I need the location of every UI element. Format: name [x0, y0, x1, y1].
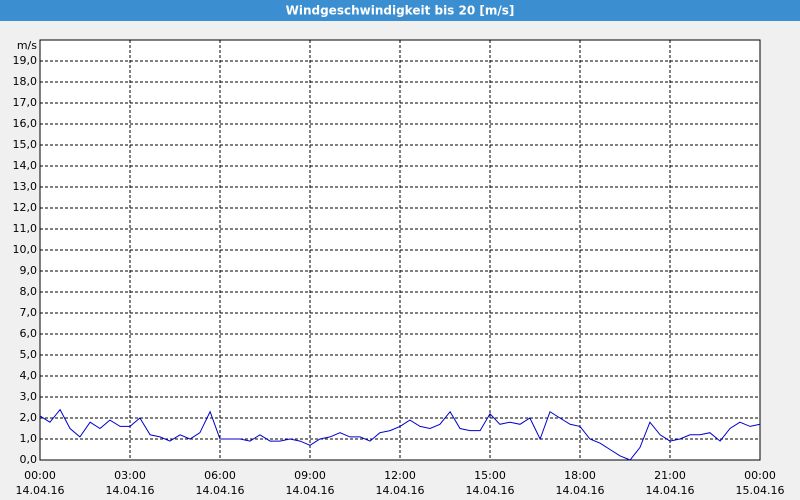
y-tick-label: 11,0: [13, 222, 38, 235]
y-tick-label: 14,0: [13, 159, 38, 172]
x-tick-label: 21:00: [654, 469, 686, 482]
y-unit: m/s: [17, 39, 37, 52]
x-tick-label: 12:00: [384, 469, 416, 482]
y-tick-label: 1,0: [20, 432, 38, 445]
y-tick-label: 5,0: [20, 348, 38, 361]
x-tick-label: 03:00: [114, 469, 146, 482]
x-tick-label: 15:00: [474, 469, 506, 482]
y-tick-label: 17,0: [13, 96, 38, 109]
x-tick-date: 14.04.16: [196, 484, 245, 497]
y-tick-label: 9,0: [20, 264, 38, 277]
chart-title: Windgeschwindigkeit bis 20 [m/s]: [286, 4, 515, 18]
title-bar: [0, 0, 800, 21]
line-series: [39, 408, 761, 461]
y-tick-label: 7,0: [20, 306, 38, 319]
y-tick-label: 19,0: [13, 54, 38, 67]
y-tick-label: 12,0: [13, 201, 38, 214]
x-tick-label: 06:00: [204, 469, 236, 482]
x-tick-date: 14.04.16: [16, 484, 65, 497]
y-tick-label: 4,0: [20, 369, 38, 382]
y-tick-label: 0,0: [20, 453, 38, 466]
y-tick-label: 16,0: [13, 117, 38, 130]
plot-border: [39, 39, 761, 461]
y-tick-label: 18,0: [13, 75, 38, 88]
x-tick-date: 14.04.16: [556, 484, 605, 497]
x-tick-date: 14.04.16: [286, 484, 335, 497]
x-tick-label: 18:00: [564, 469, 596, 482]
x-tick-label: 00:00: [24, 469, 56, 482]
x-tick-date: 15.04.16: [736, 484, 785, 497]
y-tick-label: 10,0: [13, 243, 38, 256]
y-tick-label: 6,0: [20, 327, 38, 340]
x-tick-date: 14.04.16: [376, 484, 425, 497]
y-tick-label: 2,0: [20, 411, 38, 424]
x-tick-date: 14.04.16: [466, 484, 515, 497]
y-tick-label: 8,0: [20, 285, 38, 298]
x-tick-date: 14.04.16: [646, 484, 695, 497]
y-tick-label: 15,0: [13, 138, 38, 151]
y-tick-label: 13,0: [13, 180, 38, 193]
y-tick-label: 3,0: [20, 390, 38, 403]
x-tick-date: 14.04.16: [106, 484, 155, 497]
x-tick-label: 09:00: [294, 469, 326, 482]
x-tick-label: 00:00: [744, 469, 776, 482]
